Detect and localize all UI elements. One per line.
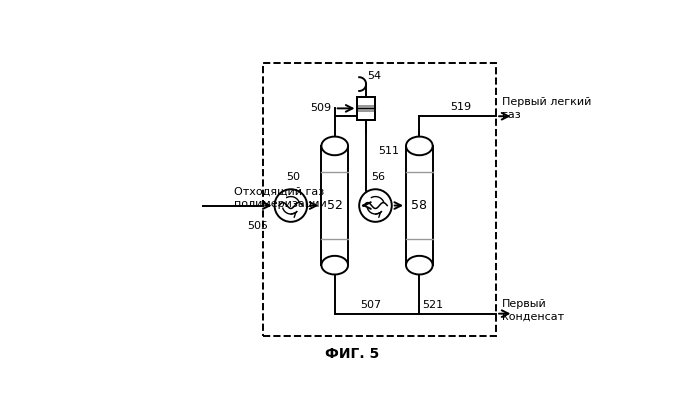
Text: конденсат: конденсат — [502, 312, 564, 322]
Text: 52: 52 — [327, 199, 343, 212]
Text: Отходящий газ: Отходящий газ — [234, 186, 325, 197]
Text: ФИГ. 5: ФИГ. 5 — [325, 348, 379, 361]
Text: 519: 519 — [450, 103, 471, 112]
Text: 509: 509 — [310, 103, 331, 114]
Circle shape — [275, 189, 307, 222]
Bar — [406, 146, 433, 265]
Text: полимеризации: полимеризации — [234, 199, 327, 209]
Bar — [322, 146, 348, 265]
Text: 521: 521 — [422, 300, 444, 310]
Bar — [357, 96, 375, 120]
Ellipse shape — [406, 256, 433, 274]
Ellipse shape — [322, 256, 348, 274]
Bar — [357, 105, 375, 112]
Text: Первый легкий: Первый легкий — [502, 97, 591, 107]
Text: 54: 54 — [368, 71, 382, 81]
Text: 56: 56 — [371, 172, 385, 182]
Text: 511: 511 — [378, 146, 399, 156]
Circle shape — [359, 189, 391, 222]
Ellipse shape — [406, 137, 433, 155]
Text: 507: 507 — [360, 300, 382, 310]
Text: 505: 505 — [247, 221, 268, 231]
Text: 50: 50 — [287, 172, 301, 182]
Ellipse shape — [322, 137, 348, 155]
Bar — [357, 96, 375, 120]
Text: газ: газ — [502, 109, 521, 120]
Bar — [263, 63, 496, 336]
Text: Первый: Первый — [502, 299, 547, 309]
Text: 58: 58 — [411, 199, 427, 212]
